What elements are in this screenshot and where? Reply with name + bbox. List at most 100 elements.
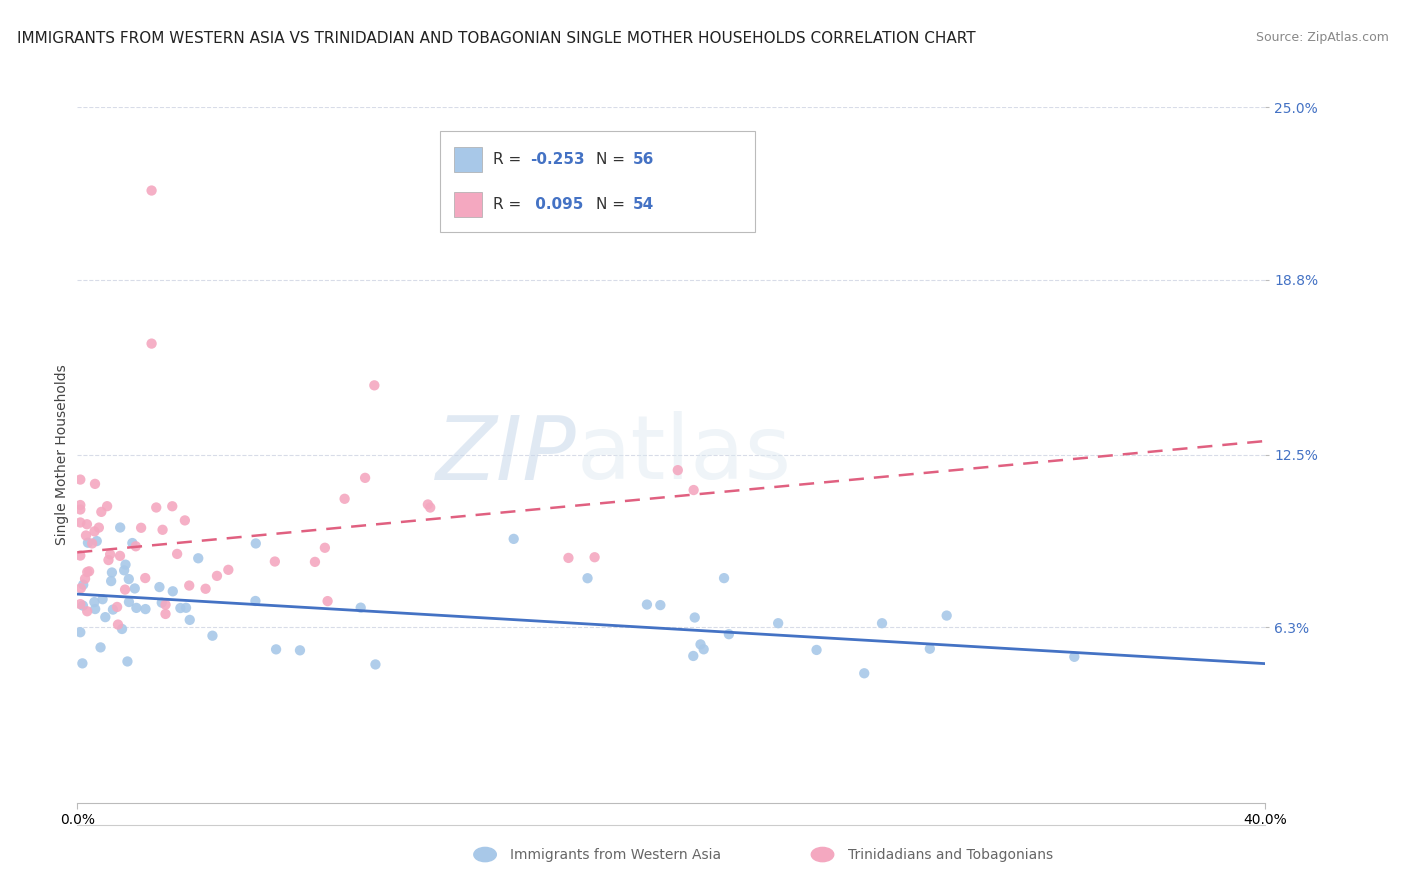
Point: [118, 595, 141, 609]
Point: [101, 566, 124, 580]
Point: [870, 616, 893, 631]
Point: [692, 642, 714, 657]
Point: [150, 596, 173, 610]
Point: [174, 600, 197, 615]
Point: [713, 571, 735, 585]
Point: [583, 550, 606, 565]
Point: [245, 536, 267, 550]
Point: [77, 535, 100, 549]
Point: [73, 572, 96, 586]
Point: [84, 476, 107, 491]
Point: [82, 536, 104, 550]
Point: [76, 517, 98, 532]
Point: [1063, 649, 1085, 664]
Point: [201, 629, 224, 643]
Point: [124, 582, 146, 596]
Point: [83, 595, 105, 609]
Point: [121, 536, 143, 550]
Point: [169, 601, 191, 615]
Point: [72, 657, 94, 671]
Point: [636, 598, 658, 612]
Point: [76, 604, 98, 618]
Text: Source: ZipAtlas.com: Source: ZipAtlas.com: [1256, 31, 1389, 45]
Point: [148, 580, 170, 594]
Text: atlas: atlas: [576, 411, 792, 499]
Point: [264, 642, 287, 657]
Point: [650, 598, 672, 612]
Point: [354, 471, 377, 485]
Point: [666, 463, 689, 477]
Point: [107, 617, 129, 632]
Point: [69, 498, 91, 512]
Point: [105, 599, 128, 614]
Point: [101, 602, 124, 616]
Text: R =: R =: [494, 153, 526, 167]
Point: [111, 622, 134, 636]
Point: [682, 648, 704, 663]
Point: [263, 555, 285, 569]
Text: 56: 56: [633, 153, 654, 167]
Point: [316, 594, 339, 608]
Point: [416, 498, 439, 512]
Point: [134, 571, 156, 585]
Point: [766, 616, 789, 631]
Text: 0.095: 0.095: [530, 196, 583, 211]
Point: [114, 582, 136, 597]
Point: [217, 563, 239, 577]
Point: [69, 502, 91, 516]
Point: [69, 581, 91, 595]
Point: [918, 641, 941, 656]
Point: [86, 534, 108, 549]
Point: [364, 657, 387, 672]
Text: N =: N =: [596, 196, 630, 211]
Point: [69, 597, 91, 611]
Point: [682, 483, 704, 497]
Point: [108, 549, 131, 563]
Text: ZIP: ZIP: [436, 412, 576, 498]
Point: [179, 578, 201, 592]
Point: [141, 336, 163, 351]
Point: [205, 569, 228, 583]
Point: [145, 500, 167, 515]
Point: [94, 610, 117, 624]
Point: [935, 608, 957, 623]
Point: [100, 574, 122, 588]
Point: [806, 643, 828, 657]
Point: [419, 500, 441, 515]
Point: [129, 521, 152, 535]
Point: [91, 592, 114, 607]
Point: [76, 565, 98, 579]
Point: [502, 532, 524, 546]
Text: IMMIGRANTS FROM WESTERN ASIA VS TRINIDADIAN AND TOBAGONIAN SINGLE MOTHER HOUSEHO: IMMIGRANTS FROM WESTERN ASIA VS TRINIDAD…: [17, 31, 976, 46]
Point: [118, 572, 141, 586]
Point: [304, 555, 326, 569]
Point: [69, 516, 91, 530]
Point: [75, 528, 97, 542]
Point: [98, 547, 121, 561]
Text: N =: N =: [596, 153, 630, 167]
Point: [314, 541, 336, 555]
Point: [245, 594, 267, 608]
Point: [141, 184, 163, 198]
Point: [69, 549, 91, 563]
Point: [155, 607, 177, 621]
Point: [717, 627, 740, 641]
Text: -0.253: -0.253: [530, 153, 585, 167]
Point: [162, 500, 184, 514]
Point: [112, 563, 135, 577]
Point: [90, 640, 112, 655]
Point: [179, 613, 201, 627]
Point: [689, 637, 711, 651]
Point: [77, 564, 100, 578]
Point: [557, 550, 579, 565]
Point: [288, 643, 311, 657]
Point: [117, 655, 139, 669]
Point: [83, 524, 105, 539]
Point: [683, 610, 706, 624]
Point: [108, 520, 131, 534]
Point: [194, 582, 217, 596]
Point: [87, 520, 110, 534]
Point: [166, 547, 188, 561]
Point: [363, 378, 385, 392]
Point: [90, 505, 112, 519]
